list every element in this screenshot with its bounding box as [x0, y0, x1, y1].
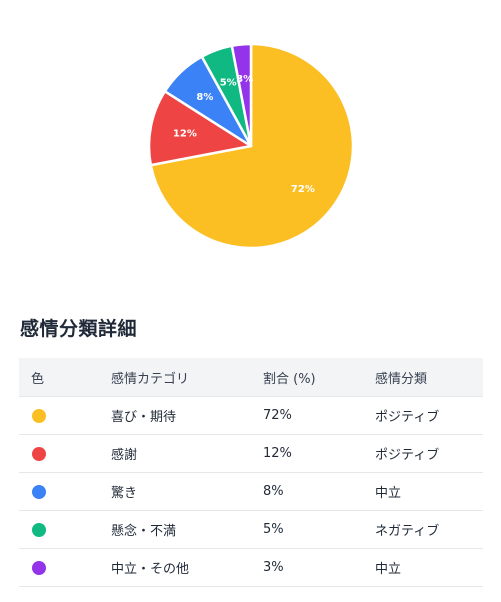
- table-header-row: 色 感情カテゴリ 割合 (%) 感情分類: [19, 358, 483, 397]
- pie-svg: 72% 12% 8% 5% 3%: [147, 42, 355, 250]
- table-row: 懸念・不満 5% ネガティブ: [19, 510, 483, 549]
- color-cell: [19, 548, 111, 587]
- header-color: 色: [19, 358, 111, 397]
- table-row: 驚き 8% 中立: [19, 472, 483, 511]
- slice-label: 3%: [236, 74, 253, 85]
- header-category: 感情カテゴリ: [111, 358, 263, 397]
- table-row: 中立・その他 3% 中立: [19, 548, 483, 587]
- color-dot: [32, 522, 46, 537]
- color-dot: [32, 446, 46, 461]
- category-cell: 感謝: [111, 434, 263, 473]
- classification-cell: ネガティブ: [375, 510, 483, 549]
- section-title: 感情分類詳細: [20, 318, 138, 340]
- color-dot: [32, 560, 46, 575]
- category-cell: 懸念・不満: [111, 510, 263, 549]
- slice-label: 12%: [173, 128, 197, 139]
- emotion-pie-chart: 72% 12% 8% 5% 3%: [0, 0, 501, 270]
- color-cell: [19, 396, 111, 435]
- table-row: 感謝 12% ポジティブ: [19, 434, 483, 473]
- classification-cell: ポジティブ: [375, 434, 483, 473]
- classification-cell: 中立: [375, 472, 483, 511]
- category-cell: 喜び・期待: [111, 396, 263, 435]
- color-cell: [19, 472, 111, 511]
- header-classification: 感情分類: [375, 358, 483, 397]
- color-cell: [19, 434, 111, 473]
- color-cell: [19, 510, 111, 549]
- slice-label: 5%: [220, 78, 237, 89]
- pie-slice: [147, 90, 253, 167]
- slice-label: 72%: [291, 184, 315, 195]
- classification-cell: 中立: [375, 548, 483, 587]
- emotion-detail-table: 色 感情カテゴリ 割合 (%) 感情分類 喜び・期待 72% ポジティブ 感謝 …: [19, 358, 483, 587]
- color-dot: [32, 484, 46, 499]
- ratio-cell: 72%: [263, 396, 375, 435]
- category-cell: 驚き: [111, 472, 263, 511]
- color-dot: [32, 408, 46, 423]
- classification-cell: ポジティブ: [375, 396, 483, 435]
- ratio-cell: 12%: [263, 434, 375, 473]
- pie-slice: [230, 42, 253, 148]
- table-row: 喜び・期待 72% ポジティブ: [19, 396, 483, 435]
- slice-label: 8%: [196, 92, 213, 103]
- ratio-cell: 8%: [263, 472, 375, 511]
- ratio-cell: 3%: [263, 548, 375, 587]
- category-cell: 中立・その他: [111, 548, 263, 587]
- ratio-cell: 5%: [263, 510, 375, 549]
- header-ratio: 割合 (%): [263, 358, 375, 397]
